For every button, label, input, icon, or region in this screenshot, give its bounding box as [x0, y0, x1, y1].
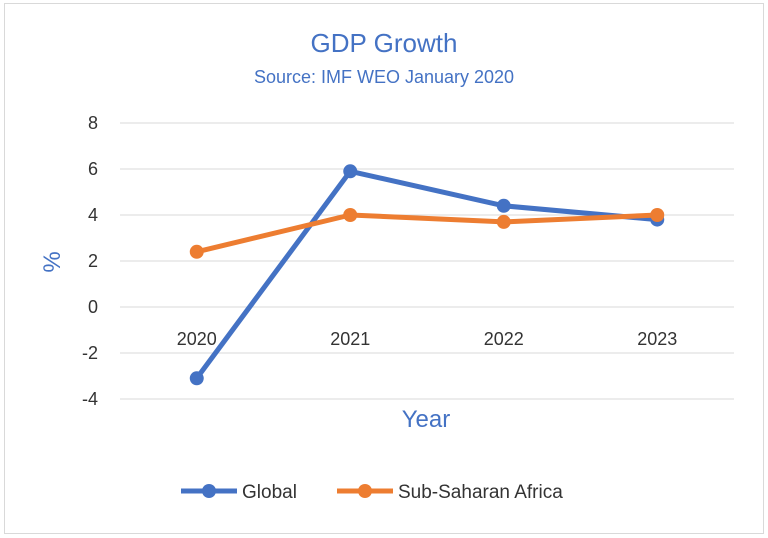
x-axis-title: Year [402, 406, 451, 433]
chart-border [4, 3, 764, 534]
data-point [496, 198, 511, 213]
y-axis-title: % [39, 251, 66, 272]
y-tick-label: -2 [82, 343, 98, 363]
legend-item: Sub-Saharan Africa [337, 482, 563, 503]
data-point [343, 164, 358, 179]
data-point [496, 214, 511, 229]
y-tick-label: 6 [88, 159, 98, 179]
data-point [189, 371, 204, 386]
y-tick-label: 2 [88, 251, 98, 271]
chart-title: GDP Growth [311, 28, 458, 58]
data-point [343, 208, 358, 222]
legend: Global Sub-Saharan Africa [181, 482, 563, 503]
y-tick-label: 8 [88, 113, 98, 133]
data-point [650, 208, 665, 222]
y-tick-label: -4 [82, 389, 98, 409]
x-tick-label: 2020 [177, 329, 217, 349]
series-sub-saharan-africa [189, 208, 665, 259]
legend-swatch-marker [202, 484, 216, 498]
y-tick-labels: 8 6 4 2 0 -2 -4 [82, 113, 98, 409]
series-line [194, 168, 660, 381]
y-tick-label: 4 [88, 205, 98, 225]
x-tick-label: 2021 [330, 329, 370, 349]
x-tick-label: 2023 [637, 329, 677, 349]
series-line [194, 212, 660, 255]
legend-label: Global [242, 482, 297, 503]
data-point [189, 244, 204, 259]
chart-subtitle: Source: IMF WEO January 2020 [254, 67, 514, 87]
y-tick-label: 0 [88, 297, 98, 317]
series-lines [189, 164, 665, 386]
x-tick-labels: 2020 2021 2022 2023 [177, 329, 678, 349]
gridlines [120, 122, 734, 400]
legend-item: Global [181, 482, 297, 503]
x-tick-label: 2022 [484, 329, 524, 349]
legend-swatch-marker [358, 484, 372, 498]
legend-label: Sub-Saharan Africa [398, 482, 563, 503]
